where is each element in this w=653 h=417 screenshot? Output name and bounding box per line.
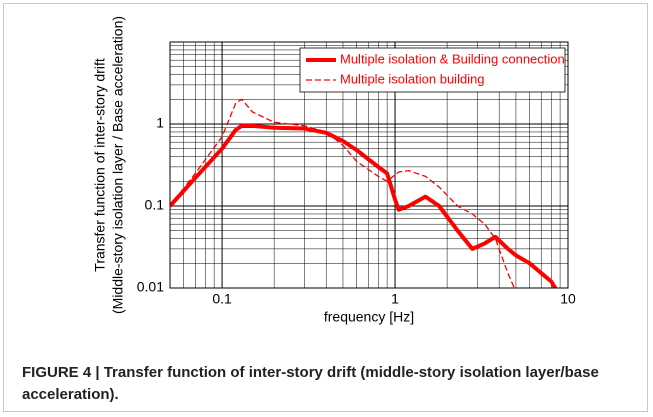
y-axis-label: Transfer function of inter-story drift [92, 58, 108, 272]
y-tick-label: 0.1 [145, 197, 165, 213]
x-tick-label: 10 [560, 291, 576, 307]
data-line [170, 123, 558, 288]
figure-frame [3, 3, 648, 412]
data-line [170, 98, 516, 288]
x-tick-label: 0.1 [212, 291, 232, 307]
plot-frame [169, 41, 569, 289]
legend-label: Multiple isolation & Building connection [340, 51, 565, 66]
y-tick-label: 0.01 [137, 279, 164, 295]
y-tick-label: 1 [156, 115, 164, 131]
y-axis-label: (Middle-story isolation layer / Base acc… [110, 16, 126, 314]
legend-label: Multiple isolation building [340, 71, 485, 86]
legend-box [299, 47, 566, 93]
figure-caption: FIGURE 4 | Transfer function of inter-st… [22, 364, 599, 403]
x-tick-label: 1 [391, 291, 399, 307]
x-axis-label: frequency [Hz] [324, 309, 414, 325]
plot-lines [170, 98, 558, 288]
